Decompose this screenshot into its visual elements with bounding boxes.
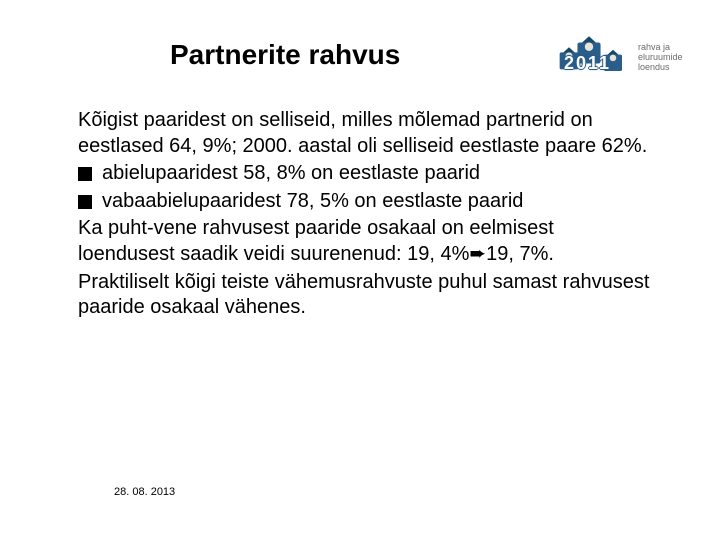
title-row: Partnerite rahvus 2011 rahva ja eluruumi…: [0, 24, 720, 86]
bullet-text: vabaabielupaaridest 78, 5% on eestlaste …: [102, 189, 523, 215]
logo-text: rahva ja eluruumide loendus: [638, 43, 683, 73]
logo-year: 2011: [564, 53, 611, 74]
arrow-right-icon: ➨: [469, 243, 486, 265]
paragraph: Kõigist paaridest on selliseid, milles m…: [78, 108, 652, 159]
bullet-item: abielupaaridest 58, 8% on eestlaste paar…: [78, 161, 652, 187]
census-logo: 2011 rahva ja eluruumide loendus: [554, 30, 698, 86]
paragraph: Ka puht-vene rahvusest paaride osakaal o…: [78, 216, 652, 267]
census-logo-icon: 2011: [554, 31, 632, 85]
para2-post: 19, 7%.: [486, 243, 554, 265]
square-bullet-icon: [78, 167, 92, 181]
logo-text-line: loendus: [638, 63, 683, 73]
paragraph: Praktiliselt kõigi teiste vähemusrahvust…: [78, 270, 652, 321]
slide: Partnerite rahvus 2011 rahva ja eluruumi…: [0, 0, 720, 540]
content-body: Kõigist paaridest on selliseid, milles m…: [78, 108, 652, 323]
square-bullet-icon: [78, 195, 92, 209]
bullet-text: abielupaaridest 58, 8% on eestlaste paar…: [102, 161, 480, 187]
bullet-item: vabaabielupaaridest 78, 5% on eestlaste …: [78, 189, 652, 215]
slide-title: Partnerite rahvus: [170, 39, 400, 71]
slide-date: 28. 08. 2013: [114, 486, 175, 498]
